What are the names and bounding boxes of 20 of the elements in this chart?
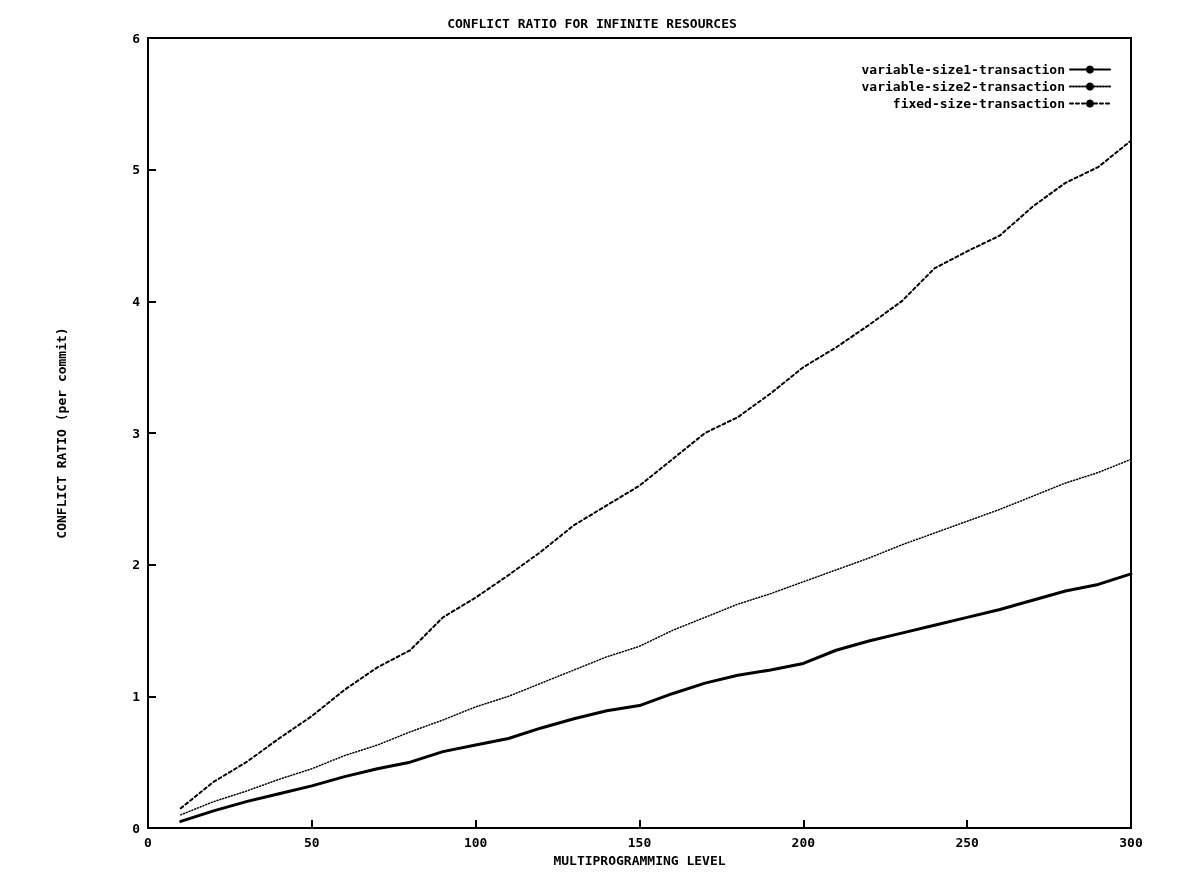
chart-title: CONFLICT RATIO FOR INFINITE RESOURCES xyxy=(447,16,737,31)
x-tick-label: 300 xyxy=(1119,835,1143,850)
legend-label: fixed-size-transaction xyxy=(892,96,1065,111)
y-tick-label: 4 xyxy=(132,293,141,309)
y-axis-title: CONFLICT RATIO (per commit) xyxy=(54,327,69,539)
y-tick-label: 5 xyxy=(132,162,140,178)
x-tick-label: 250 xyxy=(955,835,980,850)
y-tick-label: 1 xyxy=(132,688,141,704)
x-tick-label: 0 xyxy=(144,835,153,850)
x-tick-label: 50 xyxy=(304,835,320,850)
x-tick-label: 200 xyxy=(791,835,816,850)
x-tick-label: 100 xyxy=(463,835,488,850)
legend-label: variable-size1-transaction xyxy=(861,62,1065,77)
y-tick-label: 2 xyxy=(132,557,140,573)
y-tick-label: 3 xyxy=(132,425,140,441)
y-tick-label: 0 xyxy=(132,820,141,836)
legend-label: variable-size2-transaction xyxy=(861,79,1065,94)
x-axis-title: MULTIPROGRAMMING LEVEL xyxy=(553,852,726,868)
x-tick-label: 150 xyxy=(627,835,652,850)
y-tick-label: 6 xyxy=(132,30,141,46)
